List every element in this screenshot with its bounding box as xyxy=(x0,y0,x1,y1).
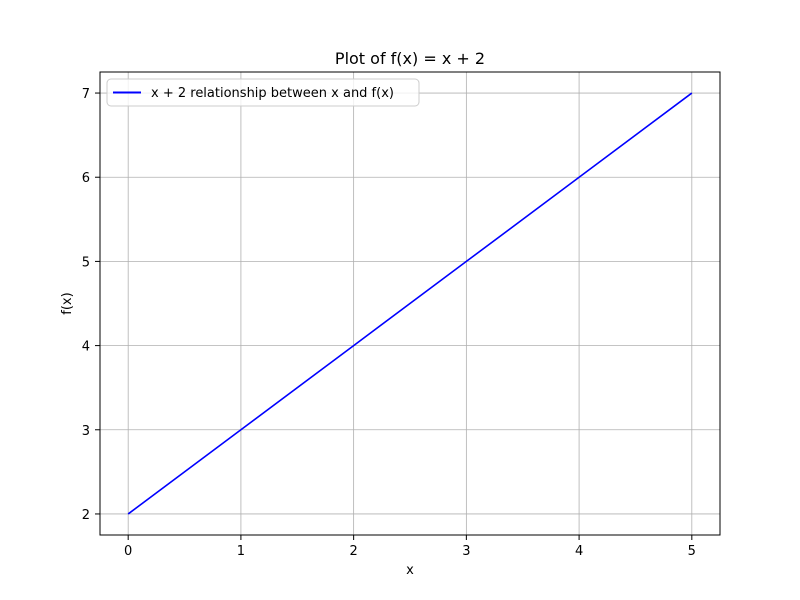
series-layer xyxy=(127,92,693,515)
series-line xyxy=(127,92,693,515)
legend: x + 2 relationship between x and f(x) xyxy=(106,78,420,107)
x-tick-label: 2 xyxy=(349,544,357,559)
axis-ticks: 0 1 2 3 4 5 2 3 4 5 6 7 xyxy=(82,87,696,559)
x-tick-label: 4 xyxy=(575,544,583,559)
x-tick-label: 1 xyxy=(237,544,245,559)
x-tick-label: 5 xyxy=(688,544,696,559)
y-tick-label: 5 xyxy=(82,255,90,270)
x-axis-label: x xyxy=(406,563,414,578)
y-tick-label: 6 xyxy=(82,171,90,186)
grid-lines xyxy=(100,72,720,535)
x-tick-label: 3 xyxy=(462,544,470,559)
chart-title: Plot of f(x) = x + 2 xyxy=(335,49,485,68)
y-tick-label: 3 xyxy=(82,424,90,439)
legend-box xyxy=(106,78,420,107)
plot-area-frame xyxy=(99,71,721,536)
y-tick-label: 2 xyxy=(82,508,90,523)
y-tick-label: 7 xyxy=(82,87,90,102)
x-tick-label: 0 xyxy=(124,544,132,559)
y-axis-label: f(x) xyxy=(60,292,75,314)
y-tick-label: 4 xyxy=(82,340,90,355)
legend-entry-label: x + 2 relationship between x and f(x) xyxy=(151,86,394,101)
